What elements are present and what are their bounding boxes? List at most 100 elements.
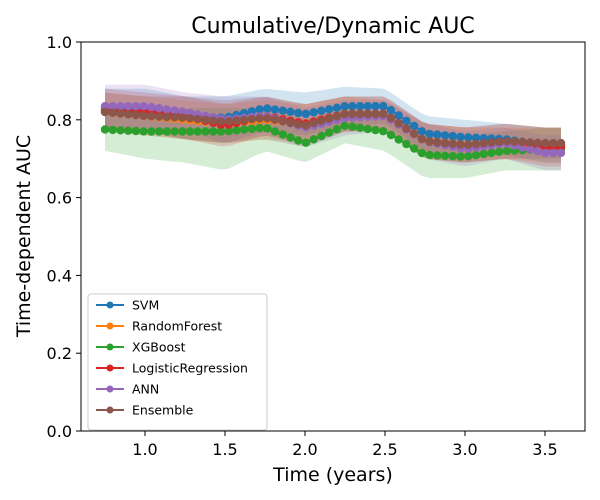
legend: SVM RandomForest XGBoost LogisticRegression… <box>87 293 268 431</box>
point-ensemble <box>124 110 133 119</box>
point-xgboost <box>464 152 473 161</box>
y-tick-label: 0.0 <box>47 422 72 441</box>
legend-marker <box>106 301 114 309</box>
point-ensemble <box>162 112 171 122</box>
x-axis-ticks: 1.0 1.5 2.0 2.5 3.0 3.5 <box>132 431 558 459</box>
point-svm <box>294 108 303 118</box>
point-ensemble <box>201 115 210 125</box>
x-tick-label: 1.5 <box>212 440 237 459</box>
point-ensemble <box>525 138 535 147</box>
point-xgboost <box>417 148 427 158</box>
point-xgboost <box>162 127 171 136</box>
point-xgboost <box>178 127 187 136</box>
point-ann <box>108 102 117 111</box>
point-xgboost <box>456 152 465 161</box>
point-ensemble <box>495 137 504 146</box>
point-ensemble <box>147 112 156 121</box>
point-ensemble <box>440 138 450 148</box>
point-ann <box>162 105 171 114</box>
point-xgboost <box>108 125 117 135</box>
y-axis-label: Time-dependent AUC <box>13 135 35 338</box>
point-ensemble <box>263 114 272 123</box>
point-ensemble <box>355 109 365 119</box>
legend-label: XGBoost <box>132 340 186 355</box>
point-ensemble <box>371 109 380 119</box>
point-ensemble <box>433 138 442 147</box>
point-ensemble <box>456 140 465 149</box>
point-ann <box>154 104 164 113</box>
point-ensemble <box>379 109 388 119</box>
point-ensemble <box>394 119 403 128</box>
point-ensemble <box>170 113 179 122</box>
point-ensemble <box>193 114 202 124</box>
chart-title: Cumulative/Dynamic AUC <box>191 14 475 39</box>
point-ensemble <box>309 118 318 128</box>
point-xgboost <box>371 125 380 135</box>
y-axis-ticks: 0.0 0.2 0.4 0.6 0.8 1.0 <box>47 33 81 441</box>
y-tick-label: 0.6 <box>47 189 72 208</box>
point-ensemble <box>185 114 195 123</box>
point-ensemble <box>533 138 542 147</box>
point-ann <box>131 102 141 111</box>
point-ann <box>124 102 133 111</box>
y-tick-label: 0.8 <box>47 111 72 130</box>
point-ensemble <box>100 107 110 117</box>
point-ann <box>178 107 187 116</box>
point-xgboost <box>394 135 403 144</box>
point-ensemble <box>294 120 303 129</box>
point-xgboost <box>386 130 396 140</box>
point-svm <box>402 116 411 126</box>
legend-marker <box>106 343 114 351</box>
point-ann <box>556 148 566 158</box>
point-xgboost <box>495 147 504 156</box>
point-ensemble <box>216 117 226 126</box>
point-xgboost <box>471 151 481 160</box>
point-svm <box>286 107 295 117</box>
legend-box <box>87 293 268 431</box>
point-xgboost <box>209 127 218 136</box>
point-ensemble <box>386 113 396 123</box>
point-xgboost <box>332 125 342 134</box>
point-svm <box>440 131 450 140</box>
legend-label: ANN <box>132 382 159 397</box>
point-svm <box>363 102 372 111</box>
point-xgboost <box>301 138 311 147</box>
plot-frame <box>80 41 586 432</box>
point-svm <box>247 107 256 116</box>
point-svm <box>348 102 357 111</box>
x-tick-label: 2.5 <box>372 440 397 459</box>
point-ensemble <box>549 138 558 148</box>
point-xgboost <box>216 127 226 136</box>
point-xgboost <box>147 127 156 136</box>
point-xgboost <box>124 126 133 135</box>
y-tick-label: 1.0 <box>47 33 72 52</box>
point-xgboost <box>502 146 512 155</box>
point-xgboost <box>270 127 280 136</box>
y-tick-label: 0.2 <box>47 344 72 363</box>
legend-marker <box>106 385 114 393</box>
x-tick-label: 3.0 <box>452 440 477 459</box>
point-xgboost <box>170 127 179 136</box>
point-svm <box>301 109 311 119</box>
point-xgboost <box>278 130 287 139</box>
point-ensemble <box>247 114 256 124</box>
point-xgboost <box>487 148 496 158</box>
point-xgboost <box>348 122 357 131</box>
point-ann <box>147 102 156 112</box>
point-svm <box>433 130 442 139</box>
point-ensemble <box>224 117 233 126</box>
point-svm <box>332 103 342 113</box>
point-xgboost <box>448 152 457 161</box>
point-ensemble <box>556 138 566 148</box>
point-xgboost <box>410 144 419 153</box>
legend-label: LogisticRegression <box>132 361 248 376</box>
point-xgboost <box>239 125 249 134</box>
point-xgboost <box>379 127 388 136</box>
point-ann <box>525 145 535 154</box>
point-xgboost <box>355 123 365 132</box>
point-xgboost <box>185 127 195 136</box>
x-axis-label: Time (years) <box>272 464 393 486</box>
band-ann <box>105 84 561 171</box>
point-ensemble <box>278 117 287 126</box>
